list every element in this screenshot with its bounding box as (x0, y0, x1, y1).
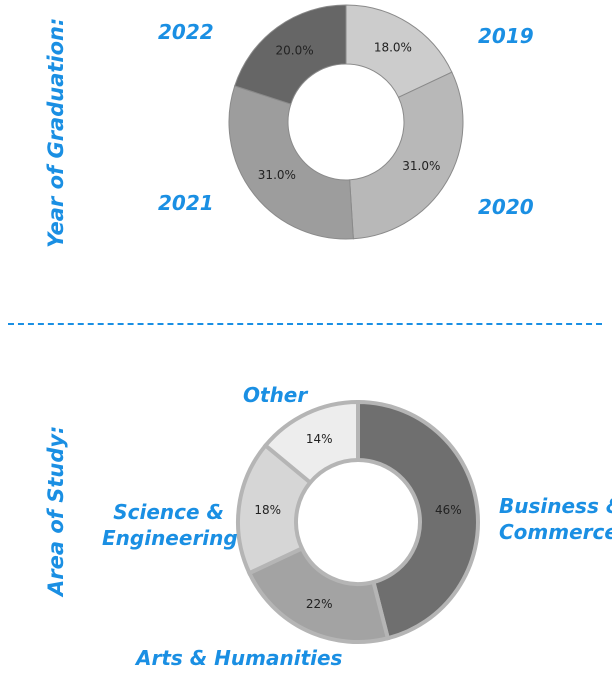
study-slice-value-label-3: 14% (306, 432, 333, 446)
study-slice-1 (246, 545, 391, 644)
year-slice-value-label-3: 20.0% (276, 44, 314, 58)
study-label-science-line2: Engineering (102, 526, 238, 550)
year-label-2019: 2019 (478, 24, 534, 48)
study-label-arts: Arts & Humanities (136, 646, 343, 670)
year-label-2020: 2020 (478, 195, 534, 219)
study-label-science: Science & Engineering (102, 499, 238, 551)
year-slice-value-label-1: 31.0% (402, 159, 440, 173)
study-slice-0 (356, 399, 480, 641)
year-donut-chart: 18.0% 31.0% 31.0% 20.0% (228, 4, 464, 240)
year-label-2021: 2021 (158, 191, 214, 215)
year-label-2022: 2022 (158, 20, 214, 44)
year-slice-2 (228, 85, 354, 240)
year-slice-1 (349, 71, 464, 240)
study-label-other: Other (243, 383, 308, 407)
study-slice-value-label-1: 22% (306, 597, 333, 611)
study-label-business: Business & Commerce (499, 493, 612, 545)
study-slice-value-label-2: 18% (254, 503, 281, 517)
year-slice-value-label-0: 18.0% (374, 41, 412, 55)
study-donut-chart: 46% 22% 18% 14% (236, 399, 480, 644)
study-slice-value-label-0: 46% (435, 503, 462, 517)
study-label-business-line1: Business & (499, 494, 612, 518)
study-chart-title: Area of Study: (44, 425, 68, 596)
study-slice-3 (262, 399, 360, 486)
study-label-business-line2: Commerce (499, 520, 612, 544)
study-label-science-line1: Science & (113, 500, 224, 524)
year-slice-3 (234, 4, 347, 105)
year-slice-value-label-2: 31.0% (258, 168, 296, 182)
year-chart-title: Year of Graduation: (44, 17, 68, 248)
section-divider (8, 323, 602, 325)
